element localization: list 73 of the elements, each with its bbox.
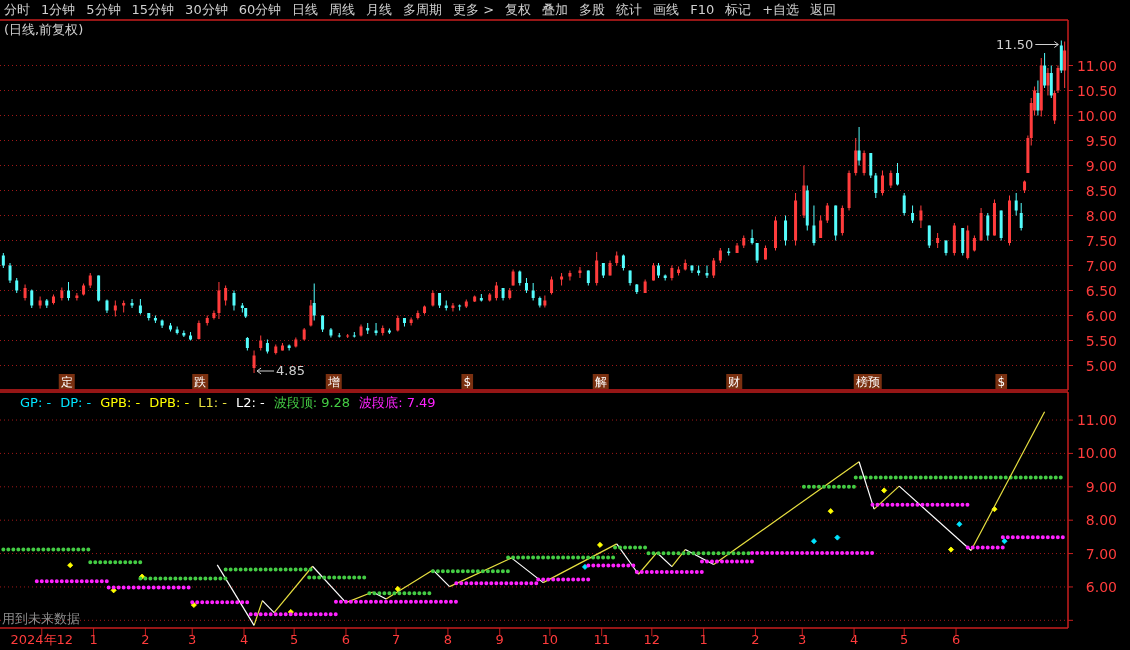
text: 周线: [329, 2, 356, 17]
text: 15分钟: [131, 2, 175, 17]
y-tick-label: 9.00: [1085, 157, 1117, 174]
text: 30分钟: [185, 2, 228, 17]
text: F10: [690, 2, 715, 17]
x-tick-label: 6: [341, 632, 351, 647]
y-tick-label: 10.00: [1076, 445, 1117, 462]
text: 画线: [653, 2, 680, 17]
x-tick-label: 12: [643, 632, 661, 647]
annotation: 11.50: [996, 36, 1034, 52]
y-tick-label: 6.50: [1085, 282, 1117, 299]
x-tick-label: 6: [951, 632, 961, 647]
text: 叠加: [542, 2, 569, 17]
text: 返回: [810, 2, 837, 17]
event: 跌: [192, 374, 209, 389]
x-tick-label: 8: [443, 632, 453, 647]
y-tick-label: 6.00: [1085, 307, 1117, 324]
x-tick-label: 2: [141, 632, 150, 647]
text: 更多 >: [453, 2, 495, 17]
x-tick-label: 1: [89, 632, 98, 647]
note: 4.85: [256, 363, 305, 378]
x-tick-label: 1: [699, 632, 708, 647]
text: 标记: [724, 2, 752, 17]
y-tick-label: 9.00: [1085, 478, 1117, 495]
event: 解: [592, 374, 609, 389]
x-tick-label: 7: [391, 632, 401, 647]
event: $: [995, 374, 1008, 389]
x-tick-label: 3: [188, 632, 197, 647]
text: 统计: [616, 2, 643, 17]
y-tick-label: 11.00: [1076, 412, 1117, 429]
text: 多周期: [403, 2, 443, 17]
event: $: [461, 374, 474, 389]
y-tick-label: 5.00: [1085, 357, 1117, 374]
y-tick-label: 6.00: [1085, 578, 1117, 595]
y-tick-label: 7.50: [1085, 232, 1117, 249]
note: 11.50: [996, 36, 1059, 52]
y-tick-label: 8.50: [1085, 182, 1117, 199]
text: 月线: [366, 2, 393, 17]
text: 60分钟: [238, 2, 282, 17]
x-tick-label: 4: [849, 632, 859, 647]
y-tick-label: 8.00: [1085, 207, 1117, 224]
x-tick-label: 5: [290, 632, 299, 647]
x-tick-label: 10: [541, 632, 559, 647]
annotation: 4.85: [276, 363, 305, 378]
y-tick-label: 9.50: [1085, 132, 1117, 149]
y-tick-label: 8.00: [1085, 512, 1117, 529]
text: 1分钟: [41, 2, 76, 17]
event: 增: [325, 374, 342, 389]
annotation: 用到未来数据: [2, 611, 80, 626]
y-tick-label: 5.50: [1085, 332, 1117, 349]
event: 榜预: [853, 374, 882, 389]
y-tick-label: 7.00: [1085, 545, 1117, 562]
text: 复权: [505, 2, 532, 17]
text: 多股: [579, 2, 606, 17]
x-tick-label: 2: [751, 632, 760, 647]
y-tick-label: 10.00: [1076, 107, 1117, 124]
legend: GP: - DP: - GPB: - DPB: - L1: - L2: - 波段顶: 9.28 波段底: 7.49: [20, 395, 436, 410]
x-tick-label: 5: [900, 632, 909, 647]
y-tick-label: 7.00: [1085, 257, 1117, 274]
text: +自选: [762, 2, 800, 17]
chart-title: (日线,前复权): [4, 22, 84, 37]
x-tick-label: 9: [495, 632, 504, 647]
x-tick-label: 2024年12: [10, 632, 74, 647]
x-tick-label: 11: [593, 632, 610, 647]
x-tick-label: 4: [239, 632, 249, 647]
x-tick-label: 3: [798, 632, 807, 647]
event: 财: [726, 374, 743, 389]
text: 分时: [4, 2, 30, 17]
y-tick-label: 11.00: [1076, 57, 1117, 74]
text: 5分钟: [86, 2, 121, 17]
y-tick-label: 10.50: [1076, 82, 1117, 99]
text: 日线: [292, 2, 319, 17]
event: 定: [58, 374, 75, 389]
